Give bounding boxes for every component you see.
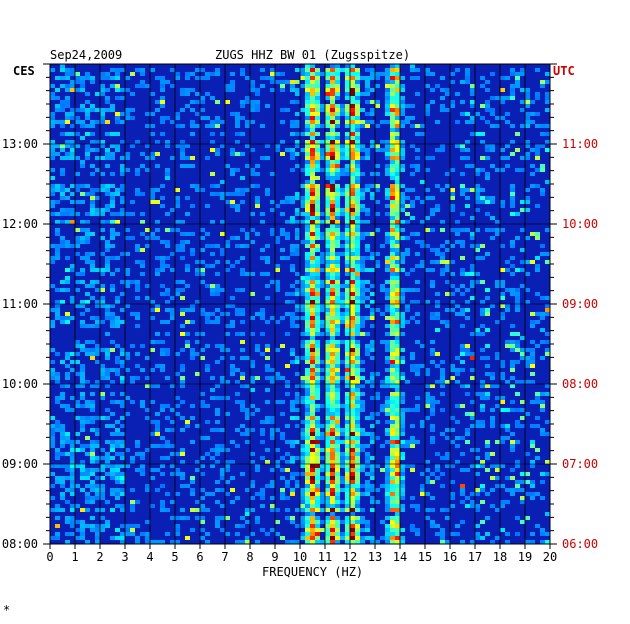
x-tick-label: 18 (493, 550, 507, 564)
x-tick-label: 0 (46, 550, 53, 564)
left-y-axis: 13:00 12:00 11:00 10:00 09:00 08:00 (2, 63, 50, 551)
right-time-label: 06:00 (562, 537, 598, 551)
right-timezone-label: UTC (553, 64, 575, 78)
corner-mark: * (3, 603, 10, 617)
x-tick-label: 19 (518, 550, 532, 564)
x-tick-label: 14 (393, 550, 407, 564)
left-time-label: 13:00 (2, 137, 38, 151)
right-time-label: 08:00 (562, 377, 598, 391)
x-axis-title: FREQUENCY (HZ) (262, 565, 363, 579)
date-label: Sep24,2009 (50, 48, 122, 62)
x-tick-label: 5 (171, 550, 178, 564)
right-time-label: 11:00 (562, 137, 598, 151)
x-tick-label: 7 (221, 550, 228, 564)
x-tick-label: 15 (418, 550, 432, 564)
right-time-label: 10:00 (562, 217, 598, 231)
x-tick-label: 17 (468, 550, 482, 564)
grid-lines (50, 64, 550, 544)
x-tick-label: 13 (368, 550, 382, 564)
x-tick-label: 8 (246, 550, 253, 564)
x-tick-label: 1 (71, 550, 78, 564)
x-tick-label: 2 (96, 550, 103, 564)
x-tick-label: 4 (146, 550, 153, 564)
x-tick-label: 11 (318, 550, 332, 564)
left-timezone-label: CES (13, 64, 35, 78)
left-time-label: 10:00 (2, 377, 38, 391)
x-tick-label: 20 (543, 550, 557, 564)
station-title: ZUGS HHZ BW 01 (Zugsspitze) (215, 48, 410, 62)
left-time-label: 08:00 (2, 537, 38, 551)
left-time-label: 11:00 (2, 297, 38, 311)
left-time-label: 09:00 (2, 457, 38, 471)
heatmap-cells (50, 64, 550, 544)
x-tick-label: 3 (121, 550, 128, 564)
x-tick-label: 6 (196, 550, 203, 564)
x-tick-label: 10 (293, 550, 307, 564)
right-time-label: 09:00 (562, 297, 598, 311)
left-time-label: 12:00 (2, 217, 38, 231)
x-tick-label: 9 (271, 550, 278, 564)
x-tick-label: 16 (443, 550, 457, 564)
right-time-label: 07:00 (562, 457, 598, 471)
x-tick-label: 12 (343, 550, 357, 564)
right-y-axis: 11:00 10:00 09:00 08:00 07:00 06:00 (550, 63, 598, 551)
x-axis: 0 1 2 3 4 5 6 7 8 9 10 11 12 13 14 15 16 17 18 19 20 (46, 544, 557, 564)
